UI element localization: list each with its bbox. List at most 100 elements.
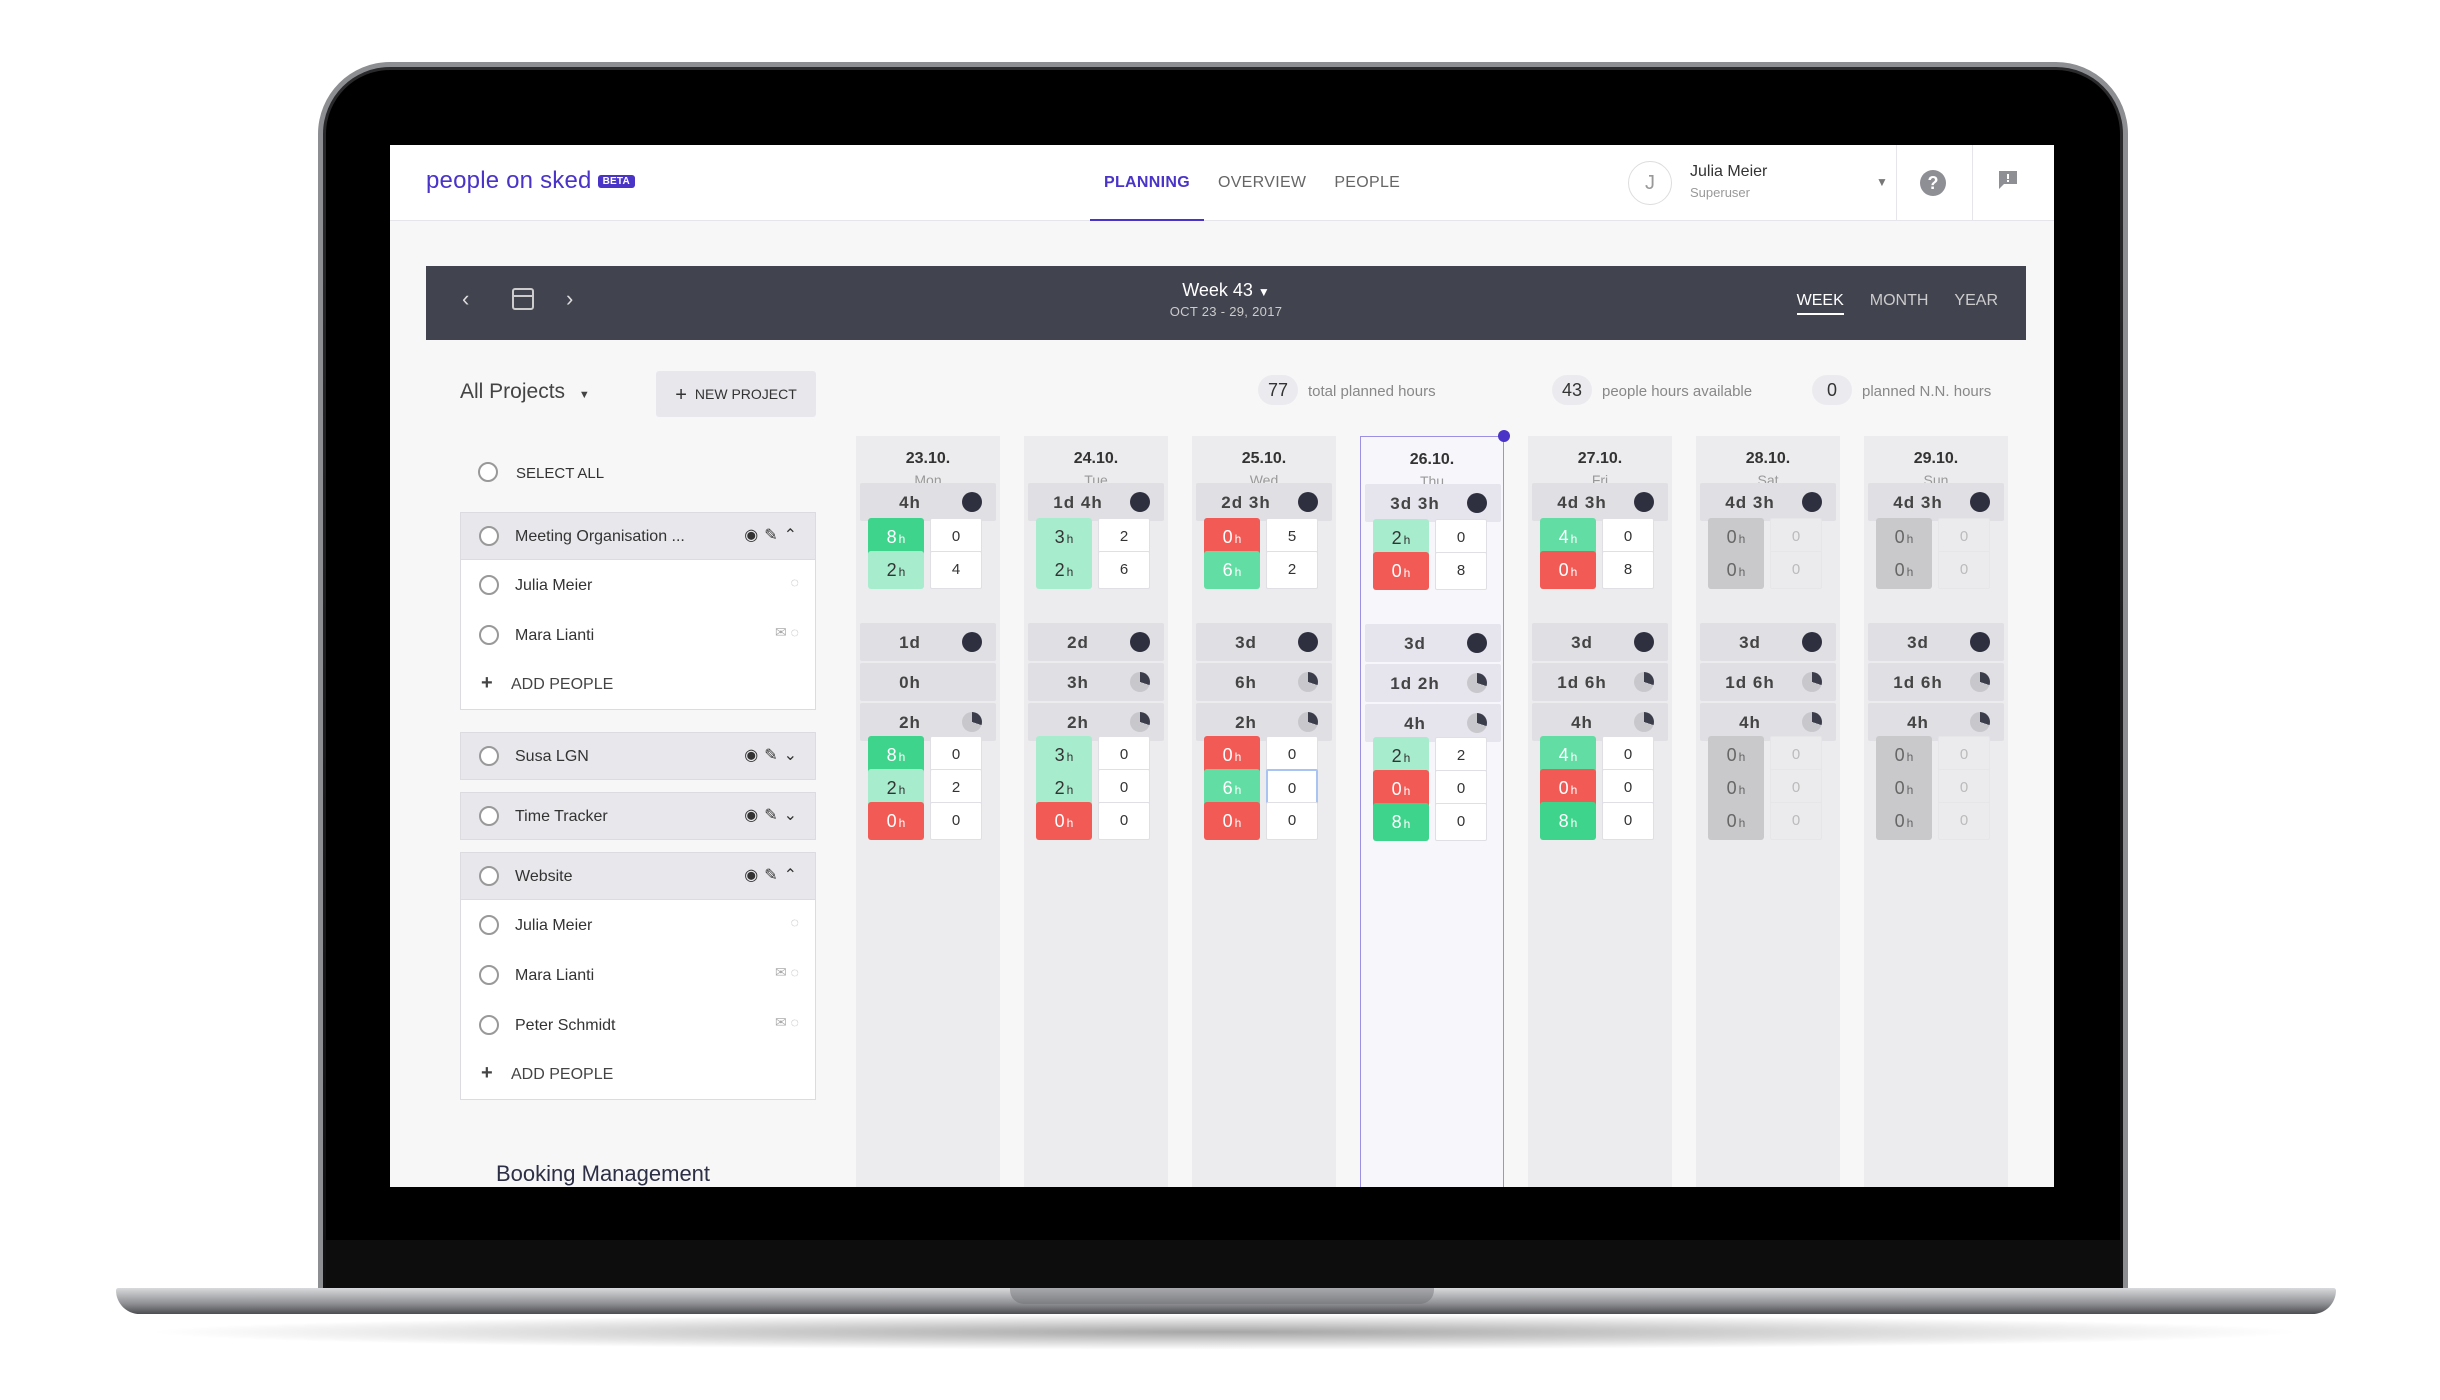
prev-week-icon[interactable]: ‹: [462, 286, 470, 311]
nav-overview[interactable]: OVERVIEW: [1217, 174, 1307, 191]
chevron-up-icon[interactable]: ⌃: [783, 527, 803, 544]
chevron-down-icon[interactable]: ⌄: [783, 747, 803, 764]
planned-hours-input[interactable]: 0: [1435, 519, 1487, 557]
person-radio[interactable]: [479, 965, 499, 985]
add-people-button[interactable]: + ADD PEOPLE: [460, 660, 816, 710]
person-radio[interactable]: [479, 575, 499, 595]
view-month[interactable]: MONTH: [1869, 292, 1929, 309]
user-menu[interactable]: J Julia Meier Superuser ▼: [1628, 159, 1888, 207]
planned-hours-input[interactable]: 0: [1602, 802, 1654, 840]
chevron-up-icon[interactable]: ⌃: [783, 867, 803, 884]
visibility-icon[interactable]: ◉: [744, 807, 765, 824]
select-all-row[interactable]: SELECT ALL: [460, 453, 816, 493]
planned-hours-input[interactable]: 0: [1266, 736, 1318, 774]
planned-hours-input[interactable]: 0: [1938, 769, 1990, 807]
planned-hours-input[interactable]: 0: [1938, 518, 1990, 556]
planned-hours-input[interactable]: 0: [1938, 551, 1990, 589]
nav-people[interactable]: PEOPLE: [1334, 174, 1401, 191]
edit-icon[interactable]: ✎: [764, 527, 784, 544]
planned-hours-input[interactable]: 4: [930, 551, 982, 589]
week-title[interactable]: Week 43 ▼: [426, 280, 2026, 301]
project-radio[interactable]: [479, 746, 499, 766]
project-total-cell[interactable]: 0h: [860, 663, 996, 701]
project-total-cell[interactable]: 3d: [1868, 623, 2004, 661]
project-total-cell[interactable]: 3d: [1700, 623, 1836, 661]
planned-hours-input[interactable]: 2: [1098, 518, 1150, 556]
project-total-cell[interactable]: 1d 6h: [1700, 663, 1836, 701]
visibility-icon[interactable]: ◉: [744, 527, 765, 544]
edit-icon[interactable]: ✎: [764, 807, 784, 824]
planned-hours-input[interactable]: 0: [1435, 803, 1487, 841]
visibility-icon[interactable]: ◉: [744, 867, 765, 884]
planned-hours-input[interactable]: 2: [930, 769, 982, 807]
project-total-cell[interactable]: 1d 6h: [1868, 663, 2004, 701]
project-total-cell[interactable]: 2h: [860, 703, 996, 741]
project-total-cell[interactable]: 4h: [1868, 703, 2004, 741]
visibility-icon[interactable]: ◉: [744, 747, 765, 764]
person-radio[interactable]: [479, 625, 499, 645]
project-row[interactable]: Website ◉✎⌃: [460, 852, 816, 900]
planned-hours-input[interactable]: 0: [1602, 518, 1654, 556]
new-project-button[interactable]: + NEW PROJECT: [656, 371, 816, 417]
project-total-cell[interactable]: 3d 3h: [1365, 484, 1501, 522]
planned-hours-input[interactable]: 8: [1602, 551, 1654, 589]
project-total-cell[interactable]: 4d 3h: [1868, 483, 2004, 521]
person-row[interactable]: Mara Lianti ✉◌: [460, 610, 816, 660]
project-total-cell[interactable]: 4h: [1700, 703, 1836, 741]
project-total-cell[interactable]: 1d 2h: [1365, 664, 1501, 702]
project-radio[interactable]: [479, 806, 499, 826]
planned-hours-input[interactable]: 0: [1098, 802, 1150, 840]
project-total-cell[interactable]: 1d 6h: [1532, 663, 1668, 701]
planned-hours-input[interactable]: 0: [1938, 802, 1990, 840]
planned-hours-input[interactable]: 6: [1098, 551, 1150, 589]
feedback-button[interactable]: [1994, 169, 2022, 197]
planned-hours-input[interactable]: 2: [1435, 737, 1487, 775]
mail-icon[interactable]: ✉◌: [774, 624, 803, 640]
project-total-cell[interactable]: 3h: [1028, 663, 1164, 701]
person-row[interactable]: Peter Schmidt ✉◌: [460, 1000, 816, 1050]
edit-icon[interactable]: ✎: [764, 867, 784, 884]
planned-hours-input[interactable]: 0: [930, 802, 982, 840]
planned-hours-input[interactable]: 8: [1435, 552, 1487, 590]
project-total-cell[interactable]: 4d 3h: [1700, 483, 1836, 521]
project-radio[interactable]: [479, 866, 499, 886]
person-radio[interactable]: [479, 1015, 499, 1035]
help-button[interactable]: ?: [1920, 170, 1948, 198]
project-total-cell[interactable]: 2h: [1196, 703, 1332, 741]
person-radio[interactable]: [479, 915, 499, 935]
project-total-cell[interactable]: 3d: [1365, 624, 1501, 662]
planned-hours-input[interactable]: 0: [1770, 551, 1822, 589]
project-total-cell[interactable]: 2d: [1028, 623, 1164, 661]
view-year[interactable]: YEAR: [1954, 292, 1998, 309]
planned-hours-input[interactable]: 0: [1938, 736, 1990, 774]
hidden-icon[interactable]: ◌: [790, 574, 803, 590]
project-total-cell[interactable]: 4h: [1532, 703, 1668, 741]
add-people-button[interactable]: + ADD PEOPLE: [460, 1050, 816, 1100]
planned-hours-input[interactable]: 0: [1266, 802, 1318, 840]
project-total-cell[interactable]: 6h: [1196, 663, 1332, 701]
chevron-down-icon[interactable]: ⌄: [783, 807, 803, 824]
select-all-radio[interactable]: [478, 462, 498, 482]
nav-planning[interactable]: PLANNING: [1090, 145, 1204, 221]
next-week-icon[interactable]: ›: [566, 286, 574, 311]
planned-hours-input[interactable]: 0: [1098, 736, 1150, 774]
planned-hours-input[interactable]: 0: [1770, 802, 1822, 840]
project-total-cell[interactable]: 3d: [1196, 623, 1332, 661]
calendar-icon[interactable]: [512, 288, 534, 310]
planned-hours-input[interactable]: 0: [1602, 769, 1654, 807]
planned-hours-input[interactable]: 0: [1435, 770, 1487, 808]
person-row[interactable]: Julia Meier ◌: [460, 900, 816, 950]
planned-hours-input[interactable]: 0: [1098, 769, 1150, 807]
hidden-icon[interactable]: ◌: [790, 914, 803, 930]
project-total-cell[interactable]: 2d 3h: [1196, 483, 1332, 521]
all-projects-dropdown[interactable]: All Projects ▼: [460, 380, 590, 404]
project-row[interactable]: Time Tracker ◉✎⌄: [460, 792, 816, 840]
project-total-cell[interactable]: 1d 4h: [1028, 483, 1164, 521]
mail-icon[interactable]: ✉◌: [774, 964, 803, 980]
planned-hours-input[interactable]: 0: [1266, 769, 1318, 807]
project-row[interactable]: Meeting Organisation ... ◉✎⌃: [460, 512, 816, 560]
project-total-cell[interactable]: 3d: [1532, 623, 1668, 661]
project-radio[interactable]: [479, 526, 499, 546]
planned-hours-input[interactable]: 2: [1266, 551, 1318, 589]
project-total-cell[interactable]: 4d 3h: [1532, 483, 1668, 521]
